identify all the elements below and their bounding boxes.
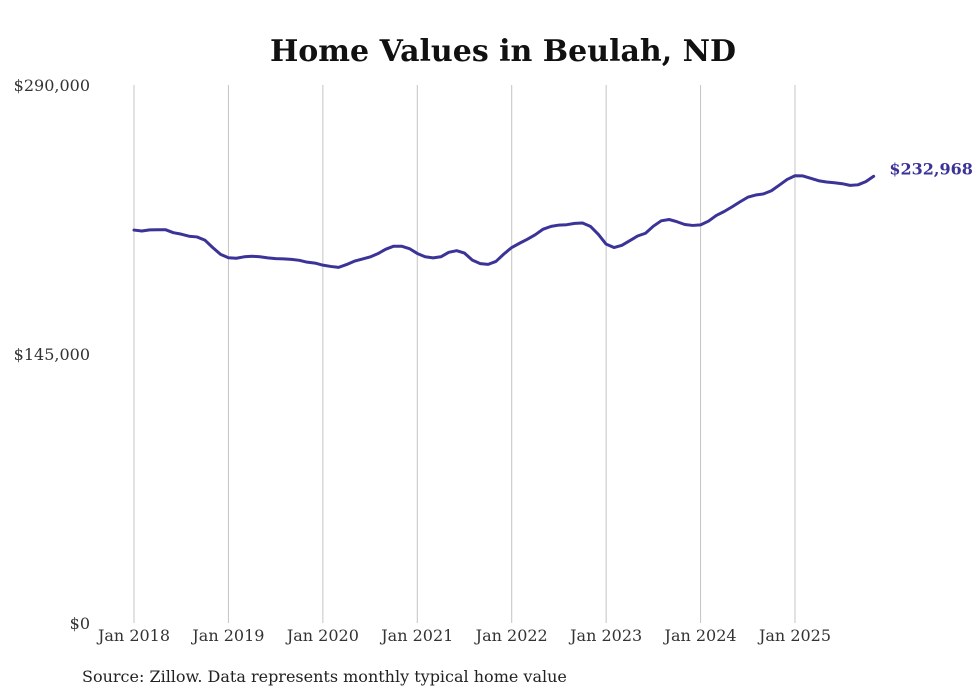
- annotations: $232,968: [889, 159, 973, 178]
- x-tick-label: Jan 2023: [568, 626, 642, 645]
- series-line: [132, 174, 876, 269]
- x-tick-label: Jan 2021: [379, 626, 453, 645]
- y-tick-label: $290,000: [14, 76, 90, 95]
- y-tick-label: $0: [70, 614, 90, 633]
- x-tick-label: Jan 2018: [96, 626, 170, 645]
- end-value-label: $232,968: [889, 159, 973, 178]
- gridlines: [133, 85, 796, 623]
- source-note: Source: Zillow. Data represents monthly …: [82, 667, 567, 686]
- x-tick-label: Jan 2022: [474, 626, 548, 645]
- x-tick-label: Jan 2024: [663, 626, 737, 645]
- x-axis-ticks: Jan 2018 Jan 2019 Jan 2020 Jan 2021 Jan 2022…: [96, 626, 831, 645]
- x-tick-label: Jan 2019: [190, 626, 264, 645]
- series-layer: [132, 174, 876, 269]
- x-tick-label: Jan 2025: [757, 626, 831, 645]
- y-axis-ticks: $0 $145,000 $290,000: [14, 76, 90, 633]
- y-tick-label: $145,000: [14, 345, 90, 364]
- x-tick-label: Jan 2020: [285, 626, 359, 645]
- chart-title: Home Values in Beulah, ND: [270, 34, 736, 69]
